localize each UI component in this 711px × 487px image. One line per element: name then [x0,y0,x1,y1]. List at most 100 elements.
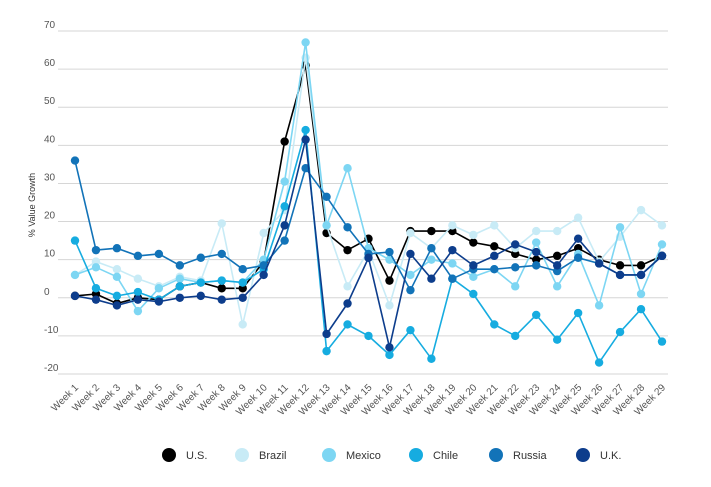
data-point[interactable] [490,221,499,230]
data-point[interactable] [636,270,646,280]
data-point[interactable] [70,156,80,165]
data-point[interactable] [427,244,436,253]
data-point[interactable] [657,337,667,346]
data-point[interactable] [133,251,143,261]
data-point[interactable] [385,343,394,352]
data-point[interactable] [448,245,457,255]
data-point[interactable] [469,230,478,240]
data-point[interactable] [238,278,247,287]
data-point[interactable] [238,293,247,302]
data-point[interactable] [70,291,80,301]
data-point[interactable] [217,284,226,293]
data-point[interactable] [594,259,604,268]
data-point[interactable] [594,358,604,367]
data-point[interactable] [469,289,478,299]
data-point[interactable] [573,308,583,318]
data-point[interactable] [594,301,604,310]
legend-item[interactable]: U.K. [576,448,621,462]
data-point[interactable] [154,249,164,259]
legend-item[interactable]: Brazil [235,448,287,462]
data-point[interactable] [552,282,562,291]
data-point[interactable] [322,346,331,356]
data-point[interactable] [301,135,310,144]
data-point[interactable] [343,245,352,255]
data-point[interactable] [385,301,394,310]
data-point[interactable] [552,335,562,344]
data-point[interactable] [175,293,185,302]
data-point[interactable] [490,242,499,251]
data-point[interactable] [259,270,268,280]
data-point[interactable] [154,297,164,306]
data-point[interactable] [196,291,205,301]
data-point[interactable] [532,226,541,236]
data-point[interactable] [615,261,625,270]
data-point[interactable] [238,320,247,329]
data-point[interactable] [364,331,373,341]
data-point[interactable] [406,228,415,238]
data-point[interactable] [511,263,520,272]
data-point[interactable] [427,274,436,283]
data-point[interactable] [657,251,667,261]
data-point[interactable] [406,325,415,335]
data-point[interactable] [154,284,164,293]
data-point[interactable] [385,350,394,360]
data-point[interactable] [280,137,289,146]
data-point[interactable] [657,240,667,249]
data-point[interactable] [636,289,646,299]
data-point[interactable] [280,236,289,245]
data-point[interactable] [615,223,625,232]
data-point[interactable] [196,278,205,287]
data-point[interactable] [511,240,520,249]
data-point[interactable] [238,264,247,274]
data-point[interactable] [511,282,520,291]
data-point[interactable] [175,261,185,270]
data-point[interactable] [343,320,352,329]
data-point[interactable] [301,38,310,47]
data-point[interactable] [322,329,331,339]
data-point[interactable] [615,327,625,337]
data-point[interactable] [532,261,541,270]
data-point[interactable] [91,263,101,272]
data-point[interactable] [322,192,331,201]
data-point[interactable] [552,261,562,270]
data-point[interactable] [175,282,185,291]
data-point[interactable] [532,310,541,320]
data-point[interactable] [280,177,289,186]
data-point[interactable] [490,320,499,329]
data-point[interactable] [364,253,373,262]
data-point[interactable] [573,234,583,243]
data-point[interactable] [133,295,143,304]
data-point[interactable] [112,244,122,253]
data-point[interactable] [532,238,541,247]
data-point[interactable] [70,236,80,245]
data-point[interactable] [217,249,226,259]
data-point[interactable] [70,270,80,280]
data-point[interactable] [636,205,646,215]
data-point[interactable] [448,274,457,283]
data-point[interactable] [175,274,185,283]
data-point[interactable] [217,219,226,228]
data-point[interactable] [133,274,143,283]
data-point[interactable] [280,221,289,230]
data-point[interactable] [657,221,667,230]
data-point[interactable] [490,264,499,274]
data-point[interactable] [448,259,457,268]
legend-item[interactable]: Mexico [322,448,381,462]
data-point[interactable] [406,285,415,295]
data-point[interactable] [112,301,122,310]
data-point[interactable] [91,295,101,304]
data-point[interactable] [217,276,226,285]
data-point[interactable] [196,253,205,262]
data-point[interactable] [636,305,646,314]
data-point[interactable] [573,213,583,222]
data-point[interactable] [427,354,436,363]
legend-item[interactable]: Russia [489,448,548,462]
data-point[interactable] [427,226,436,236]
data-point[interactable] [552,251,562,261]
data-point[interactable] [217,295,226,304]
data-point[interactable] [133,287,143,297]
data-point[interactable] [259,228,268,238]
data-point[interactable] [490,251,499,261]
legend-item[interactable]: Chile [409,448,458,462]
data-point[interactable] [91,284,101,293]
